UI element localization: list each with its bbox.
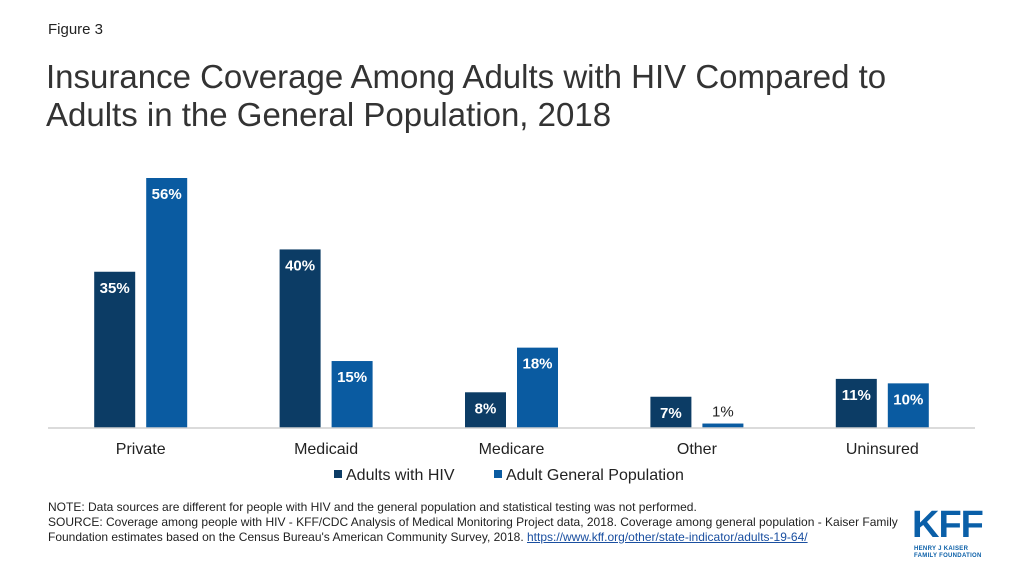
- legend-label: Adult General Population: [506, 467, 684, 484]
- bar-hiv-private: [94, 271, 136, 428]
- legend-label: Adults with HIV: [346, 467, 455, 484]
- data-label: 11%: [842, 387, 871, 404]
- chart-title: Insurance Coverage Among Adults with HIV…: [46, 58, 887, 133]
- category-label: Medicaid: [294, 441, 358, 458]
- figure-label: Figure 3: [48, 21, 104, 38]
- data-label: 56%: [152, 186, 182, 203]
- category-label: Uninsured: [846, 441, 919, 458]
- legend-swatch: [334, 470, 342, 478]
- source-text: SOURCE: Coverage among people with HIV -…: [48, 515, 898, 544]
- bar-general-private: [146, 178, 188, 428]
- bar-hiv-uninsured: [835, 378, 877, 428]
- note-line: NOTE: Data sources are different for peo…: [48, 500, 697, 514]
- bar-general-uninsured: [887, 383, 929, 428]
- bar-general-medicaid: [331, 361, 373, 428]
- data-label: 8%: [475, 400, 497, 417]
- logo-subtitle: HENRY J KAISER FAMILY FOUNDATION: [914, 546, 982, 559]
- data-label: 35%: [100, 280, 130, 297]
- data-label: 18%: [522, 356, 552, 373]
- kff-logo: KFF HENRY J KAISER FAMILY FOUNDATION: [912, 504, 992, 560]
- bar-chart: 35% 56% Private 40% 15% Medicaid 8% 18% Medicare…: [48, 178, 975, 484]
- bar-hiv-medicaid: [279, 249, 321, 428]
- logo-letters: KFF: [912, 504, 984, 546]
- category-label: Medicare: [479, 441, 545, 458]
- footnote: NOTE: Data sources are different for peo…: [48, 500, 908, 545]
- data-label: 10%: [893, 391, 923, 408]
- bar-general-medicare: [517, 347, 558, 428]
- bar-general-other: [702, 423, 744, 428]
- data-label: 1%: [712, 404, 734, 421]
- data-label: 7%: [660, 405, 682, 422]
- category-label: Other: [677, 441, 718, 458]
- category-label: Private: [116, 441, 166, 458]
- source-link[interactable]: https://www.kff.org/other/state-indicato…: [527, 530, 808, 544]
- bar-hiv-medicare: [465, 392, 506, 428]
- data-label: 15%: [337, 369, 367, 386]
- bar-hiv-other: [650, 396, 692, 428]
- legend-swatch: [494, 470, 502, 478]
- data-label: 40%: [285, 257, 315, 274]
